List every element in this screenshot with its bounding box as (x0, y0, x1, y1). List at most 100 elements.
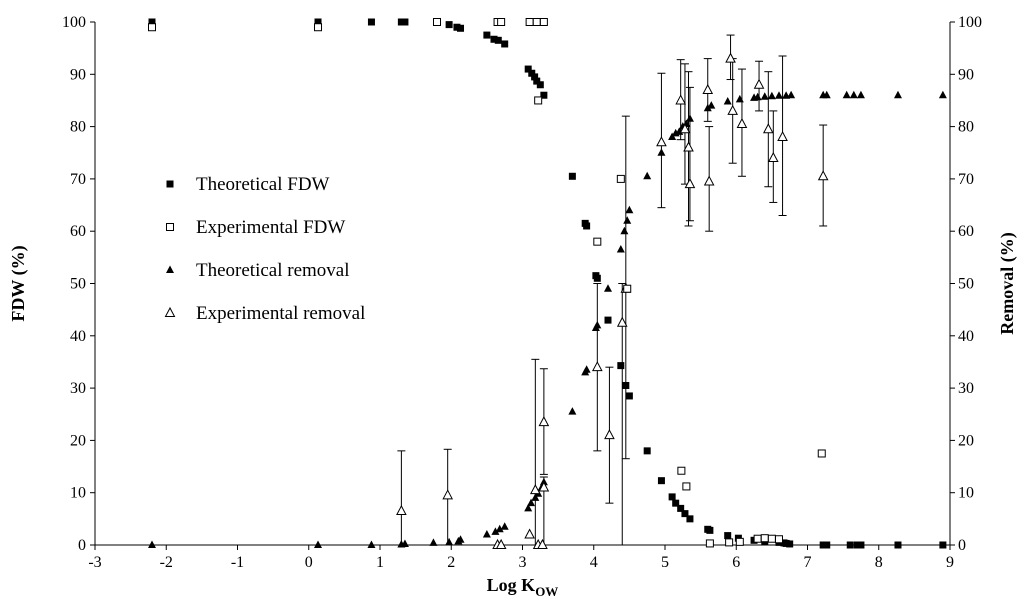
theoretical-fdw-point (786, 540, 794, 548)
theoretical-fdw-point (939, 541, 947, 549)
theoretical-fdw-point (672, 499, 680, 507)
experimental-fdw-point (682, 482, 691, 491)
theoretical-fdw-point (524, 65, 532, 73)
y-tick-label-right: 80 (958, 119, 974, 136)
x-tick-label: -3 (88, 554, 101, 571)
experimental-fdw-point (725, 538, 734, 547)
legend-marker-theoretical-removal (166, 265, 174, 273)
experimental-fdw-point (525, 18, 534, 26)
theoretical-fdw-point (501, 40, 509, 48)
experimental-removal-point (529, 484, 541, 495)
experimental-fdw-point (775, 535, 783, 544)
experimental-removal-point (777, 130, 788, 142)
experimental-fdw-point (616, 174, 625, 183)
theoretical-fdw-point (604, 316, 612, 324)
y-axis-left-title: FDW (%) (8, 245, 29, 321)
legend-label-experimental-removal: Experimental removal (196, 303, 365, 324)
theoretical-fdw-point (531, 73, 539, 81)
theoretical-fdw-point (457, 24, 465, 32)
experimental-fdw-point (534, 96, 543, 105)
experimental-fdw-point (623, 284, 632, 293)
theoretical-fdw-point (686, 515, 694, 523)
y-tick-label-left: 90 (70, 66, 86, 83)
legend: Theoretical FDW Experimental FDW Theoretic… (164, 174, 365, 324)
y-tick-label-left: 60 (70, 223, 86, 240)
experimental-removal-point (703, 175, 715, 186)
experimental-removal-point (591, 361, 603, 372)
theoretical-fdw-point (540, 91, 548, 99)
legend-label-theoretical-fdw: Theoretical FDW (196, 174, 330, 195)
experimental-fdw-point (817, 449, 826, 458)
experimental-removal-point (762, 123, 774, 134)
experimental-removal-point (538, 481, 550, 492)
x-tick-label: 1 (376, 554, 384, 571)
theoretical-fdw-point (494, 36, 502, 44)
data-points (148, 18, 947, 549)
theoretical-removal-point (367, 540, 376, 548)
theoretical-removal-point (524, 503, 533, 512)
legend-label-experimental-fdw: Experimental FDW (196, 217, 345, 238)
y-tick-label-right: 40 (958, 328, 974, 345)
legend-label-theoretical-removal: Theoretical removal (196, 260, 350, 281)
theoretical-fdw-point (846, 541, 854, 549)
theoretical-fdw-point (367, 18, 375, 26)
theoretical-removal-point (856, 90, 865, 99)
theoretical-fdw-point (819, 541, 827, 549)
theoretical-removal-point (568, 407, 577, 415)
x-tick-label: 9 (946, 554, 954, 571)
experimental-fdw-point (767, 534, 776, 543)
theoretical-removal-point (445, 537, 454, 546)
theoretical-fdw-point (668, 493, 676, 501)
experimental-fdw-point (539, 18, 548, 26)
y-tick-label-right: 10 (958, 485, 974, 502)
experimental-fdw-point (735, 537, 744, 546)
theoretical-removal-point (760, 92, 769, 100)
x-tick-label: 6 (732, 554, 740, 571)
theoretical-fdw-point (622, 381, 630, 389)
theoretical-fdw-point (490, 35, 498, 43)
experimental-removal-point (767, 151, 779, 162)
y-tick-label-left: 80 (70, 119, 86, 136)
theoretical-fdw-point (593, 274, 601, 282)
theoretical-fdw-point (568, 172, 576, 180)
theoretical-removal-point (753, 92, 762, 101)
y-tick-label-left: 20 (70, 432, 86, 449)
y-tick-label-left: 70 (70, 171, 86, 188)
theoretical-fdw-point (706, 526, 714, 534)
theoretical-removal-point (703, 103, 712, 112)
experimental-fdw-point (705, 539, 714, 548)
theoretical-fdw-point (643, 447, 651, 455)
theoretical-fdw-point (853, 541, 861, 549)
experimental-removal-point (727, 104, 739, 115)
theoretical-fdw-point (823, 541, 831, 549)
theoretical-fdw-point (483, 31, 491, 39)
theoretical-removal-point (767, 91, 776, 100)
theoretical-removal-point (723, 96, 732, 105)
experimental-removal-point (656, 136, 667, 147)
experimental-removal-point (442, 489, 454, 500)
x-axis-title: Log KOW (487, 575, 559, 599)
experimental-fdw-point (433, 18, 441, 26)
theoretical-removal-point (604, 284, 612, 292)
theoretical-removal-point (620, 226, 629, 235)
experimental-removal-point (616, 316, 628, 327)
theoretical-removal-point (625, 205, 634, 214)
theoretical-removal-point (822, 90, 831, 99)
experimental-removal-point (736, 117, 748, 128)
y-axis-right-title: Removal (%) (997, 232, 1018, 334)
experimental-fdw-point (532, 18, 541, 26)
theoretical-removal-point (314, 540, 323, 548)
y-tick-label-left: 50 (70, 276, 86, 293)
y-tick-label-right: 70 (958, 171, 974, 188)
x-tick-label: 4 (590, 554, 598, 571)
y-tick-label-left: 40 (70, 328, 86, 345)
y-tick-label-right: 90 (958, 66, 974, 83)
theoretical-removal-point (148, 540, 156, 548)
theoretical-removal-point (400, 539, 409, 547)
theoretical-removal-point (643, 171, 652, 180)
y-tick-label-right: 0 (958, 537, 966, 554)
theoretical-removal-point (616, 245, 625, 253)
theoretical-fdw-point (857, 541, 865, 549)
y-tick-label-right: 30 (958, 380, 974, 397)
